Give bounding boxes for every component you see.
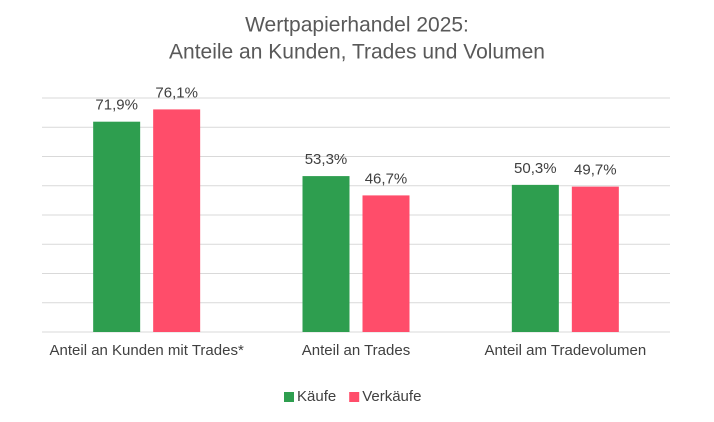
bar — [571, 186, 619, 332]
value-label: 46,7% — [365, 170, 408, 187]
legend-label: Käufe — [297, 388, 336, 405]
x-tick-label: Anteil an Kunden mit Trades* — [49, 342, 244, 359]
bar — [362, 195, 410, 332]
legend-swatch — [284, 392, 294, 402]
bar — [511, 184, 559, 332]
value-label: 53,3% — [305, 151, 348, 168]
x-tick-label-box: Anteil an Kunden mit Trades* — [49, 342, 244, 359]
bar — [93, 121, 141, 332]
value-label: 76,1% — [155, 84, 198, 101]
x-tick-label: Anteil am Tradevolumen — [484, 342, 647, 359]
legend-label: Verkäufe — [362, 388, 421, 405]
x-tick-label-box: Anteil an Trades — [301, 342, 411, 359]
bar — [302, 176, 350, 332]
chart-title: Wertpapierhandel 2025: — [245, 14, 469, 37]
legend-swatch — [349, 392, 360, 402]
value-label: 71,9% — [95, 97, 138, 114]
value-label: 50,3% — [514, 160, 557, 177]
x-tick-label-box: Anteil am Tradevolumen — [484, 342, 647, 359]
bar — [153, 109, 201, 332]
value-label: 49,7% — [574, 162, 617, 179]
chart-title: Anteile an Kunden, Trades und Volumen — [169, 41, 545, 64]
x-tick-label: Anteil an Trades — [301, 342, 411, 359]
